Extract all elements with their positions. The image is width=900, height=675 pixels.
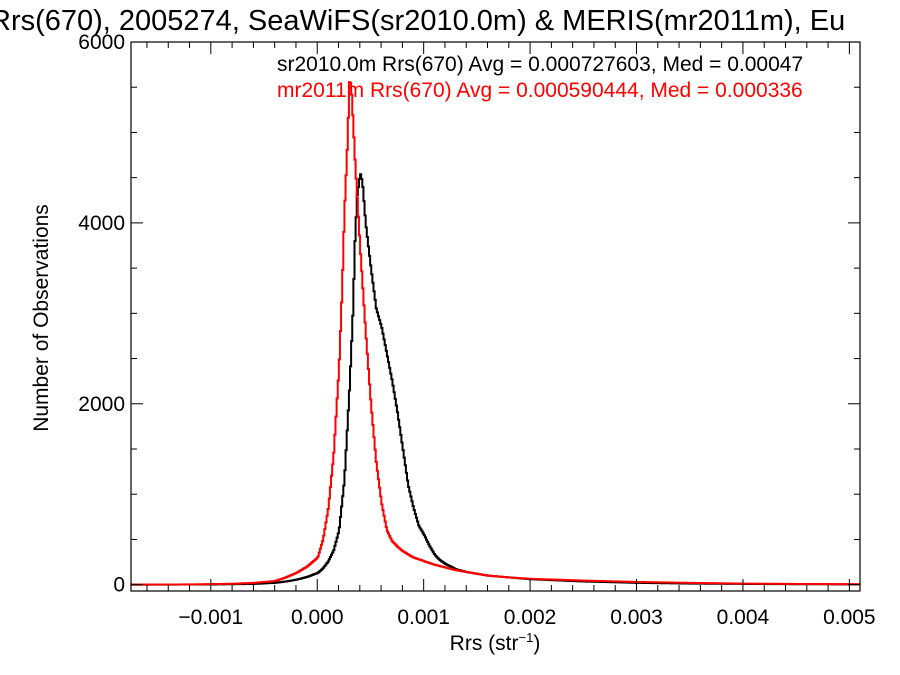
x-axis-label-text: Rrs (str [450, 632, 519, 655]
x-axis-label-close: ) [533, 632, 540, 655]
y-tick-label: 6000 [78, 31, 125, 54]
x-axis-label-superscript: −1 [519, 630, 534, 645]
x-tick-label: 0.005 [823, 606, 876, 629]
y-tick-label: 0 [113, 574, 125, 597]
x-tick-label: 0.002 [504, 606, 557, 629]
x-tick-label: 0.000 [291, 606, 344, 629]
series-layer [131, 81, 861, 586]
y-tick-label: 2000 [78, 393, 125, 416]
y-tick-label: 4000 [78, 212, 125, 235]
legend-entry-0: sr2010.0m Rrs(670) Avg = 0.000727603, Me… [277, 53, 803, 76]
legend: sr2010.0m Rrs(670) Avg = 0.000727603, Me… [277, 53, 803, 102]
x-tick-label: 0.004 [717, 606, 770, 629]
x-axis-label: Rrs (str−1) [450, 630, 541, 655]
ticks-layer: −0.001 0.000 0.001 0.002 0.003 0.004 0.005 0 200… [78, 31, 875, 629]
y-axis-label: Number of Observations [30, 204, 53, 432]
legend-entry-1: mr2011m Rrs(670) Avg = 0.000590444, Med … [277, 79, 803, 102]
x-tick-label: 0.001 [397, 606, 450, 629]
chart-title: Rrs(670), 2005274, SeaWiFS(sr2010.0m) & … [0, 5, 845, 37]
series-line-1 [131, 81, 860, 586]
x-tick-label: 0.003 [610, 606, 663, 629]
x-tick-label: −0.001 [178, 606, 243, 629]
plot-frame [130, 41, 861, 592]
